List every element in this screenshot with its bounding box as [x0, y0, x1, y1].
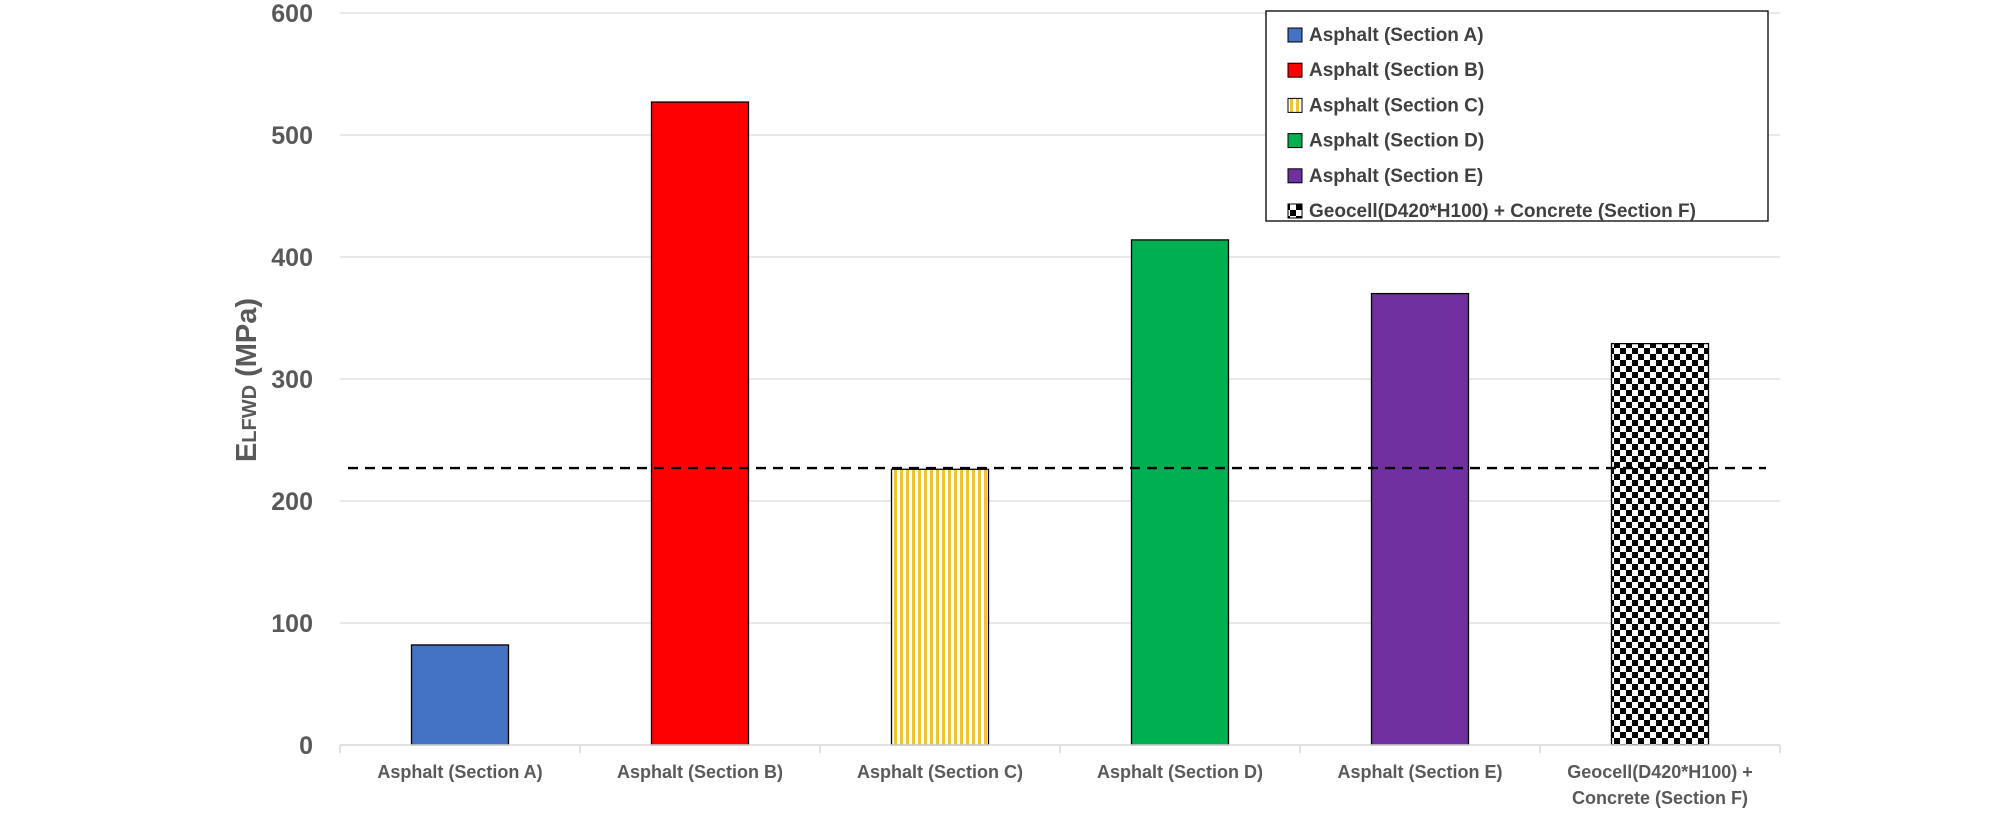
legend-label: Asphalt (Section B) [1309, 60, 1484, 81]
legend-label: Asphalt (Section D) [1309, 131, 1484, 152]
bar-e [1370, 292, 1470, 746]
y-tick-label: 600 [271, 0, 313, 28]
y-axis-label: ELFWD (MPa) [231, 298, 263, 462]
x-tick-label: Geocell(D420*H100) + [1567, 762, 1753, 782]
bar-b [650, 101, 750, 746]
y-tick-label: 400 [271, 244, 313, 272]
bar-d [1130, 239, 1230, 746]
y-axis-label-unit: (MPa) [231, 298, 263, 385]
bar-f [1610, 342, 1710, 746]
y-tick-label: 300 [271, 366, 313, 394]
legend-swatch-a [1287, 27, 1303, 43]
legend-swatch-f [1287, 203, 1303, 219]
x-tick-label: Asphalt (Section E) [1337, 762, 1502, 782]
x-tick-label: Concrete (Section F) [1572, 788, 1748, 808]
y-axis-label-main: E [231, 443, 263, 462]
legend-swatch-d [1287, 133, 1303, 149]
legend-label: Asphalt (Section C) [1309, 95, 1484, 116]
y-tick-label: 200 [271, 488, 313, 516]
y-tick-label: 100 [271, 610, 313, 638]
legend-label: Geocell(D420*H100) + Concrete (Section F… [1309, 201, 1696, 222]
x-tick-label: Asphalt (Section B) [617, 762, 783, 782]
legend-label: Asphalt (Section E) [1309, 166, 1483, 187]
legend-swatch-e [1287, 168, 1303, 184]
legend-box [1265, 10, 1769, 222]
x-tick-label: Asphalt (Section D) [1097, 762, 1263, 782]
x-tick-label: Asphalt (Section A) [377, 762, 542, 782]
bar-a [410, 644, 510, 746]
legend-swatch-b [1287, 62, 1303, 78]
legend-label: Asphalt (Section A) [1309, 25, 1484, 46]
bar-c [890, 468, 990, 746]
y-tick-label: 500 [271, 122, 313, 150]
y-axis-label-sub: LFWD [239, 385, 261, 443]
x-tick-label: Asphalt (Section C) [857, 762, 1023, 782]
y-tick-label: 0 [299, 732, 313, 760]
legend-swatch-c [1287, 97, 1303, 113]
